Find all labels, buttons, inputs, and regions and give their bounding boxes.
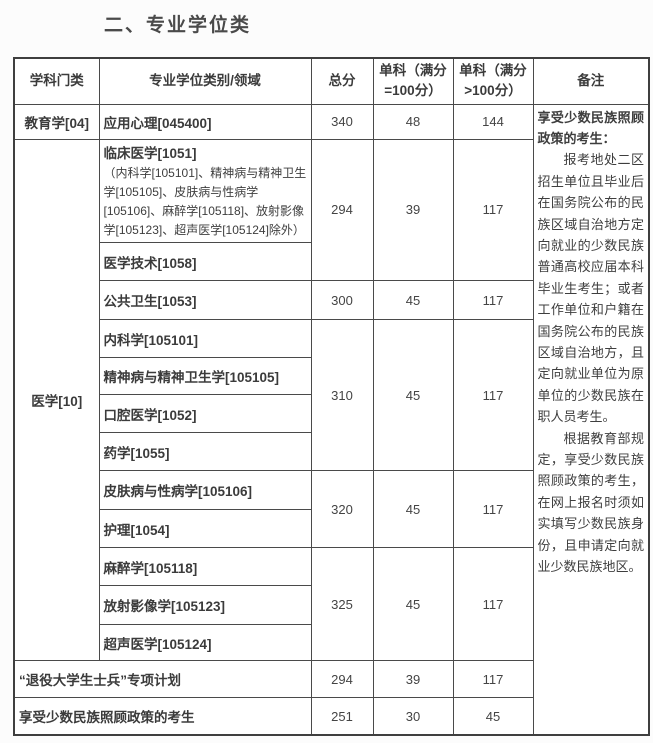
field-cell: 超声医学[105124] [98, 624, 312, 662]
single-gt100-cell: 117 [452, 660, 534, 699]
col-header-field: 专业学位类别/领域 [98, 57, 312, 105]
admission-score-table: 学科门类 专业学位类别/领域 总分 单科（满分=100分） 单科（满分>100分… [13, 57, 650, 736]
table-row: 麻醉学[105118] 325 45 117 [14, 547, 649, 662]
single-eq100-cell: 45 [372, 547, 454, 662]
single-gt100-cell: 117 [452, 470, 534, 549]
total-score-cell: 340 [310, 103, 374, 140]
single-eq100-cell: 48 [372, 103, 454, 140]
col-header-category: 学科门类 [13, 57, 100, 105]
table-row: 放射影像学[105123] [14, 585, 649, 626]
total-score-cell: 320 [310, 470, 374, 549]
field-cell: 口腔医学[1052] [98, 394, 312, 434]
remark-heading: 享受少数民族照顾政策的考生： [537, 109, 645, 146]
category-cell-education: 教育学[04] [13, 103, 100, 140]
single-gt100-cell: 117 [452, 319, 534, 472]
total-score-cell: 294 [310, 660, 374, 699]
col-header-single-gt100: 单科（满分>100分） [452, 57, 534, 105]
field-cell: 放射影像学[105123] [98, 585, 312, 626]
single-gt100-cell: 45 [452, 697, 534, 736]
single-gt100-cell: 144 [452, 103, 534, 140]
field-cell: 内科学[105101] [98, 319, 312, 359]
single-eq100-cell: 30 [372, 697, 454, 736]
table-row: 公共卫生[1053] 300 45 117 [14, 280, 649, 321]
table-row: 教育学[04] 应用心理[045400] 340 48 144 享受少数民族照顾… [13, 103, 650, 736]
total-score-cell: 294 [310, 138, 374, 282]
field-cell: 临床医学[1051] （内科学[105101]、精神病与精神卫生学[105105… [98, 138, 312, 244]
field-cell: 麻醉学[105118] [98, 547, 312, 587]
field-cell: 应用心理[045400] [98, 103, 312, 140]
single-eq100-cell: 45 [372, 470, 454, 549]
table-row: 药学[1055] [14, 432, 649, 472]
single-eq100-cell: 39 [372, 138, 454, 282]
col-header-remark: 备注 [532, 57, 650, 105]
field-exclusion-note: （内科学[105101]、精神病与精神卫生学[105105]、皮肤病与性病学[1… [103, 165, 307, 238]
remark-paragraph-1: 报考地处二区招生单位且毕业后在国务院公布的民族区域自治地方定向就业的少数民族普通… [537, 152, 645, 425]
single-gt100-cell: 117 [452, 280, 534, 321]
col-header-total: 总分 [310, 57, 374, 105]
total-score-cell: 325 [310, 547, 374, 662]
field-cell: 皮肤病与性病学[105106] [98, 470, 312, 511]
field-cell: 药学[1055] [98, 432, 312, 472]
col-header-single-eq100: 单科（满分=100分） [372, 57, 454, 105]
single-eq100-cell: 39 [372, 660, 454, 699]
category-cell-medicine: 医学[10] [13, 138, 100, 662]
remark-paragraph-2: 根据教育部规定，享受少数民族照顾政策的考生，在网上报名时须如实填写少数民族身份，… [537, 430, 645, 575]
total-score-cell: 300 [310, 280, 374, 321]
table-row: 护理[1054] [14, 509, 649, 549]
table-row: 皮肤病与性病学[105106] 320 45 117 [14, 470, 649, 549]
total-score-cell: 310 [310, 319, 374, 472]
table-row: 医学技术[1058] [14, 242, 649, 282]
table-row: 内科学[105101] 310 45 117 [14, 319, 649, 472]
table-row: 享受少数民族照顾政策的考生 251 30 45 [13, 697, 649, 736]
remark-cell: 享受少数民族照顾政策的考生： 报考地处二区招生单位且毕业后在国务院公布的民族区域… [532, 103, 650, 736]
table-row: 超声医学[105124] [14, 624, 649, 662]
special-minority-policy-cell: 享受少数民族照顾政策的考生 [13, 697, 312, 736]
field-cell: 医学技术[1058] [98, 242, 312, 282]
single-gt100-cell: 117 [452, 547, 534, 662]
special-plan-veterans-cell: “退役大学生士兵”专项计划 [13, 660, 312, 699]
total-score-cell: 251 [310, 697, 374, 736]
table-row: 精神病与精神卫生学[105105] [14, 357, 649, 396]
page-title: 二、专业学位类 [104, 15, 252, 36]
field-cell: 护理[1054] [98, 509, 312, 549]
field-cell: 公共卫生[1053] [98, 280, 312, 321]
field-cell: 精神病与精神卫生学[105105] [98, 357, 312, 396]
table-row: 医学[10] 临床医学[1051] （内科学[105101]、精神病与精神卫生学… [13, 138, 649, 662]
single-eq100-cell: 45 [372, 280, 454, 321]
single-gt100-cell: 117 [452, 138, 534, 282]
single-eq100-cell: 45 [372, 319, 454, 472]
field-title: 临床医学[1051] [103, 145, 197, 161]
header-row: 学科门类 专业学位类别/领域 总分 单科（满分=100分） 单科（满分>100分… [13, 57, 650, 105]
